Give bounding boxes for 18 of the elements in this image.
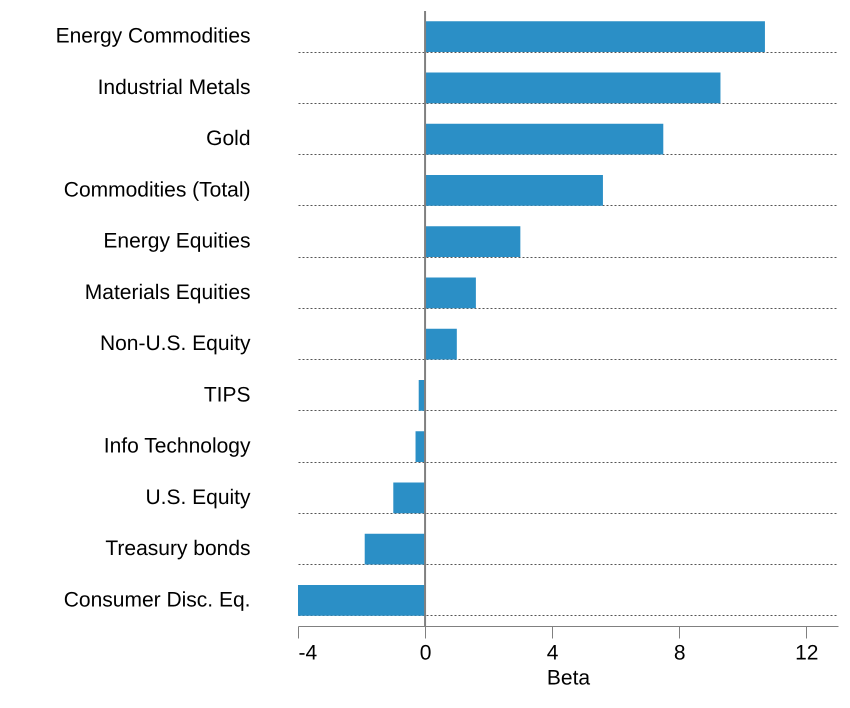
y-tick-label: Non-U.S. Equity — [100, 332, 251, 356]
y-tick-label: Materials Equities — [84, 280, 250, 304]
y-tick-label: Energy Equities — [103, 230, 250, 253]
y-tick-label: Energy Commodities — [56, 24, 250, 48]
y-tick-label: Industrial Metals — [98, 76, 250, 99]
y-tick-label: Consumer Disc. Eq. — [64, 588, 250, 612]
y-tick-label: Info Technology — [104, 434, 251, 458]
y-tick-label: Gold — [206, 127, 250, 150]
x-tick-label: 12 — [795, 642, 818, 664]
x-tick-label: 0 — [420, 642, 432, 664]
y-tick-label: Commodities (Total) — [64, 178, 250, 202]
x-tick-label: -4 — [298, 642, 318, 664]
x-tick-label: 4 — [546, 642, 559, 664]
x-tick-label: 8 — [674, 642, 686, 664]
y-tick-label: TIPS — [204, 383, 250, 406]
y-tick-label: Treasury bonds — [105, 537, 250, 560]
y-tick-label: U.S. Equity — [145, 486, 251, 509]
x-axis-title: Beta — [546, 666, 590, 690]
